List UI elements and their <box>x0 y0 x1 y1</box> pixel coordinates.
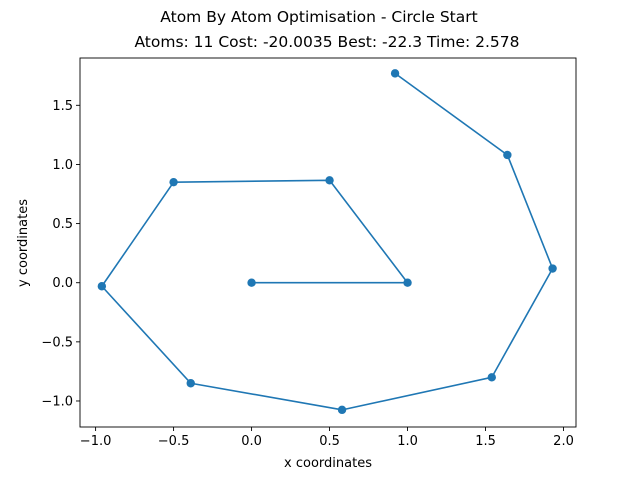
data-point <box>503 150 512 160</box>
x-axis-ticks: −1.0 −0.5 0.0 0.5 1.0 1.5 2.0 <box>80 427 574 449</box>
x-tick-label: 2.0 <box>553 434 574 449</box>
plot-frame <box>79 57 577 428</box>
data-point <box>548 264 557 273</box>
data-point <box>325 176 334 185</box>
x-tick-label: 1.0 <box>397 434 418 449</box>
data-point <box>97 282 107 291</box>
x-tick-label: 1.5 <box>475 434 496 449</box>
series-layer <box>97 69 557 415</box>
data-point <box>169 177 178 187</box>
y-tick-label: 0.0 <box>52 276 73 291</box>
y-axis-label: y coordinates <box>16 199 31 287</box>
chart-subtitle: Atoms: 11 Cost: -20.0035 Best: -22.3 Tim… <box>134 33 519 51</box>
data-point <box>487 373 496 382</box>
x-tick-label: −0.5 <box>158 434 190 449</box>
x-axis-label: x coordinates <box>284 456 372 471</box>
y-axis-ticks: −1.0 −0.5 0.0 0.5 1.0 1.5 <box>41 99 80 409</box>
y-tick-label: 1.0 <box>52 158 73 173</box>
data-point <box>186 379 195 388</box>
y-tick-label: 0.5 <box>52 217 73 232</box>
chart-title: Atom By Atom Optimisation - Circle Start <box>160 8 477 26</box>
data-point <box>403 278 412 287</box>
y-tick-label: 1.5 <box>52 99 73 114</box>
y-tick-label: −0.5 <box>41 335 73 350</box>
x-tick-label: 0.5 <box>319 434 340 449</box>
x-tick-label: 0.0 <box>241 434 262 449</box>
plot-area <box>80 58 576 427</box>
data-point <box>390 69 400 78</box>
x-tick-label: −1.0 <box>80 434 112 449</box>
data-point <box>337 405 347 415</box>
data-point <box>247 278 256 287</box>
y-tick-label: −1.0 <box>41 394 73 409</box>
